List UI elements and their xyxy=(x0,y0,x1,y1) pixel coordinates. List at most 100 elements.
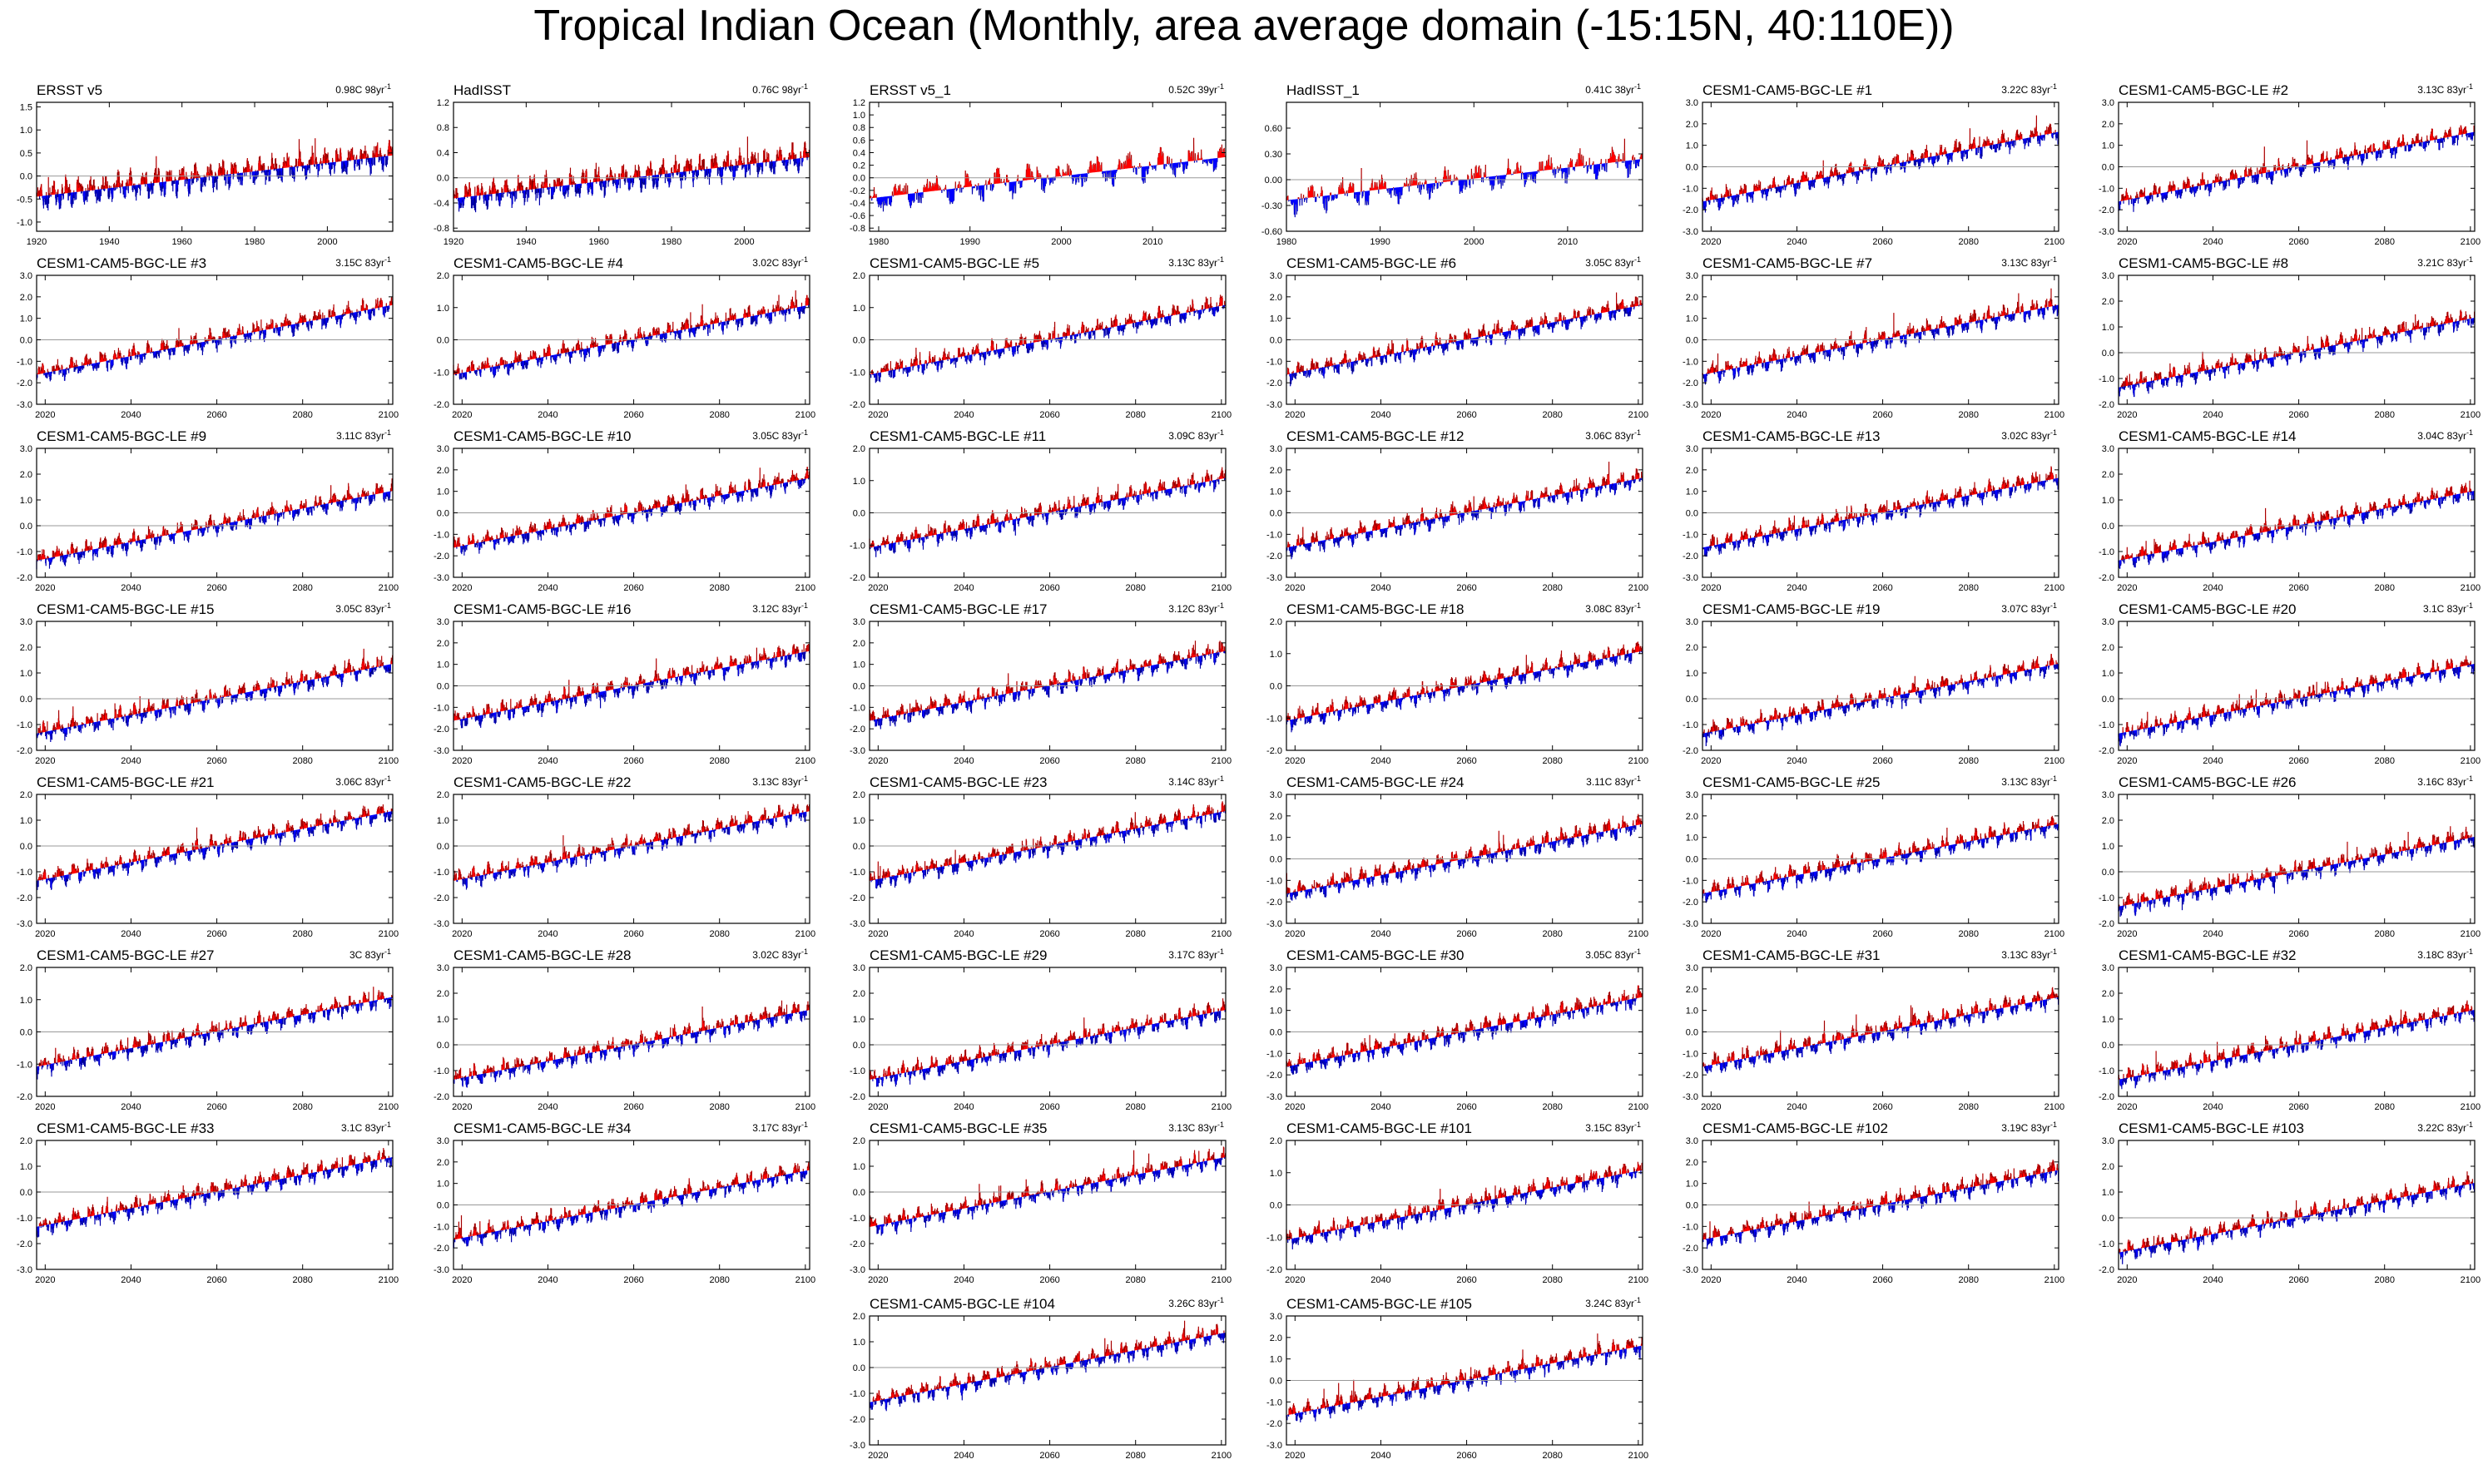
panel-trend-label: 3.16C 83yr-1 xyxy=(2417,774,2473,788)
x-tick-label: 2020 xyxy=(35,1102,55,1112)
y-tick-label: 1.0 xyxy=(437,660,449,670)
panel-cesm1-cam5-bgc-le-14: CESM1-CAM5-BGC-LE #14 3.04C 83yr-1 -2.0 -1.… xyxy=(2099,428,2481,593)
y-tick-label: 3.0 xyxy=(437,1136,449,1146)
x-tick-label: 2080 xyxy=(1125,1102,1145,1112)
panel-title: CESM1-CAM5-BGC-LE #5 xyxy=(870,255,1039,271)
series-line xyxy=(2118,1000,2475,1090)
x-tick-label: 2080 xyxy=(1958,929,1978,939)
x-tick-label: 2060 xyxy=(1039,583,1059,593)
y-tick-label: 3.0 xyxy=(1686,1136,1698,1146)
x-tick-label: 2100 xyxy=(2461,756,2481,766)
x-tick-label: 2020 xyxy=(1701,1102,1721,1112)
x-tick-label: 2020 xyxy=(452,410,472,420)
y-tick-label: 0.0 xyxy=(853,174,865,184)
x-tick-label: 2020 xyxy=(1701,237,1721,247)
series-negative xyxy=(1702,664,2059,746)
y-tick-label: 3.0 xyxy=(1686,271,1698,281)
series-negative xyxy=(455,304,810,380)
x-tick-label: 2060 xyxy=(1872,410,1892,420)
panel-title: HadISST_1 xyxy=(1286,82,1360,98)
panel-title: CESM1-CAM5-BGC-LE #2 xyxy=(2119,82,2288,98)
y-tick-label: 2.0 xyxy=(437,639,449,649)
y-tick-label: 0.0 xyxy=(853,509,865,519)
y-tick-label: 1.0 xyxy=(853,1338,865,1348)
panel-cesm1-cam5-bgc-le-103: CESM1-CAM5-BGC-LE #103 3.22C 83yr-1 -2.0 -1… xyxy=(2099,1120,2481,1285)
y-tick-label: -3.0 xyxy=(850,1265,865,1275)
y-tick-label: 2.0 xyxy=(1270,985,1282,995)
y-tick-label: 2.0 xyxy=(853,790,865,800)
y-tick-label: -1.0 xyxy=(850,1214,865,1224)
y-tick-label: 1.0 xyxy=(1270,1355,1282,1365)
series-negative xyxy=(871,158,1218,212)
panel-cesm1-cam5-bgc-le-16: CESM1-CAM5-BGC-LE #16 3.12C 83yr-1 -3.0 -2.… xyxy=(434,601,815,766)
x-tick-label: 2020 xyxy=(1285,1102,1305,1112)
panel-title: CESM1-CAM5-BGC-LE #12 xyxy=(1286,428,1465,444)
y-tick-label: 0.0 xyxy=(1686,336,1698,346)
y-tick-label: 0.0 xyxy=(1270,1201,1282,1211)
panel-trend-label: 3.17C 83yr-1 xyxy=(1168,947,1224,961)
y-tick-label: -2.0 xyxy=(1683,1244,1698,1254)
panel-ersst-v5: ERSST v5 0.98C 98yr-1 -1.0 -0.5 0.0 0.5 1.0 1.5… xyxy=(17,82,394,247)
y-tick-label: -3.0 xyxy=(850,1441,865,1451)
panel-trend-label: 3.06C 83yr-1 xyxy=(335,774,391,788)
y-tick-label: 1.0 xyxy=(2102,669,2114,679)
plot-frame xyxy=(36,448,394,578)
panel-trend-label: 3.13C 83yr-1 xyxy=(2001,774,2057,788)
x-tick-label: 2060 xyxy=(206,410,226,420)
x-tick-label: 2060 xyxy=(1039,410,1059,420)
x-tick-label: 2020 xyxy=(2117,1275,2137,1285)
x-tick-label: 2080 xyxy=(1542,583,1562,593)
x-tick-label: 2060 xyxy=(1456,583,1476,593)
x-tick-label: 2100 xyxy=(795,583,815,593)
series-line xyxy=(1702,815,2059,903)
series-negative xyxy=(1702,997,2059,1074)
x-tick-label: 2020 xyxy=(1701,756,1721,766)
series-line xyxy=(453,136,810,213)
panel-trend-label: 3.13C 83yr-1 xyxy=(2001,947,2057,961)
y-tick-label: 3.0 xyxy=(1270,963,1282,973)
panel-trend-label: 3.13C 83yr-1 xyxy=(1168,1120,1224,1134)
y-tick-label: 1.0 xyxy=(437,304,449,314)
x-tick-label: 2040 xyxy=(121,1275,141,1285)
y-tick-label: -2.0 xyxy=(850,400,865,410)
x-tick-label: 2080 xyxy=(1125,1275,1145,1285)
x-tick-label: 2060 xyxy=(2288,1102,2308,1112)
x-tick-label: 2080 xyxy=(709,1102,729,1112)
x-tick-label: 2080 xyxy=(292,1275,312,1285)
y-tick-label: -1.0 xyxy=(434,368,449,378)
y-tick-label: -1.0 xyxy=(1266,1233,1282,1243)
x-tick-label: 2040 xyxy=(1787,929,1807,939)
panel-trend-label: 3.22C 83yr-1 xyxy=(2417,1120,2473,1134)
x-tick-label: 2100 xyxy=(1628,1275,1648,1285)
y-tick-label: 2.0 xyxy=(1270,1333,1282,1343)
x-tick-label: 2060 xyxy=(1456,1102,1476,1112)
x-tick-label: 2100 xyxy=(1628,1451,1648,1461)
x-tick-label: 1960 xyxy=(588,237,608,247)
y-tick-label: 0.8 xyxy=(853,123,865,133)
y-tick-label: 2.0 xyxy=(20,790,32,800)
y-tick-label: 1.0 xyxy=(437,816,449,826)
y-tick-label: 3.0 xyxy=(2102,444,2114,454)
x-tick-label: 2040 xyxy=(121,756,141,766)
x-tick-label: 2020 xyxy=(452,583,472,593)
panel-cesm1-cam5-bgc-le-21: CESM1-CAM5-BGC-LE #21 3.06C 83yr-1 -3.0 -2.… xyxy=(17,774,399,939)
series-line xyxy=(1286,985,1643,1075)
panel-cesm1-cam5-bgc-le-3: CESM1-CAM5-BGC-LE #3 3.15C 83yr-1 -3.0 -2.0… xyxy=(17,255,399,420)
y-tick-label: -0.6 xyxy=(850,211,865,221)
y-tick-label: -2.0 xyxy=(1266,552,1282,561)
x-tick-label: 2040 xyxy=(954,583,974,593)
y-tick-label: -3.0 xyxy=(850,746,865,756)
panel-title: CESM1-CAM5-BGC-LE #32 xyxy=(2119,947,2297,963)
y-tick-label: 2.0 xyxy=(853,989,865,999)
panel-cesm1-cam5-bgc-le-31: CESM1-CAM5-BGC-LE #31 3.13C 83yr-1 -3.0 -2.… xyxy=(1683,947,2064,1112)
y-tick-label: 3.0 xyxy=(1270,1312,1282,1322)
x-tick-label: 2000 xyxy=(1051,237,1071,247)
series-negative xyxy=(1702,824,2059,903)
y-tick-label: -3.0 xyxy=(434,1265,449,1275)
series-line xyxy=(1286,461,1643,560)
y-tick-label: 1.0 xyxy=(1270,314,1282,324)
y-tick-label: 2.0 xyxy=(2102,297,2114,307)
series-line xyxy=(1286,1161,1643,1249)
x-tick-label: 2040 xyxy=(2203,410,2223,420)
y-tick-label: 3.0 xyxy=(1270,444,1282,454)
